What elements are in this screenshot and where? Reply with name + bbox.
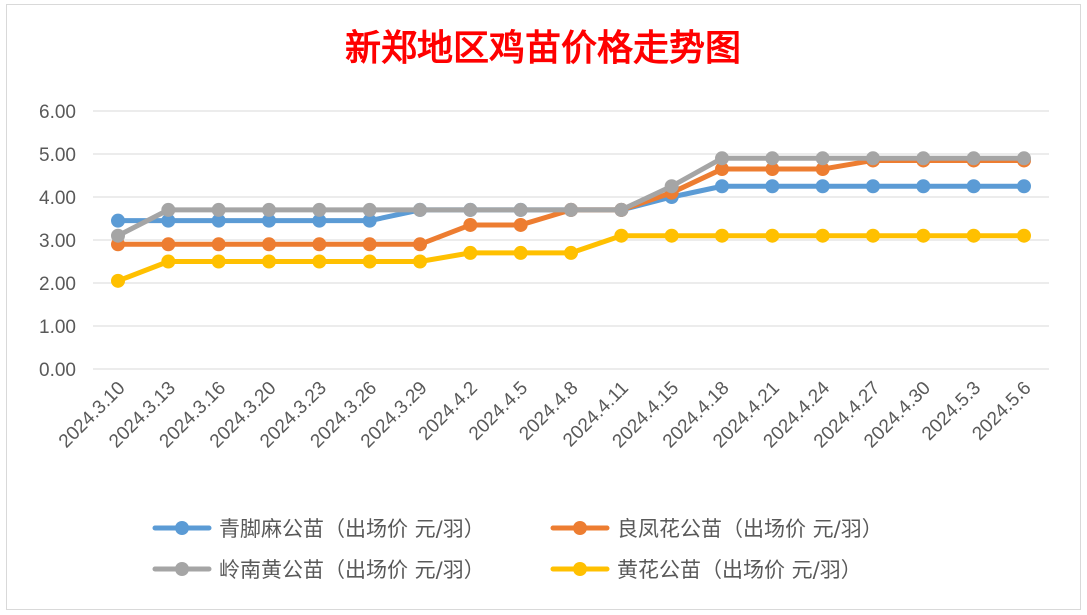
- data-point: [463, 217, 478, 232]
- data-point: [815, 228, 830, 243]
- data-point: [362, 237, 377, 252]
- data-point: [866, 228, 880, 243]
- data-point: [916, 228, 931, 243]
- data-point: [966, 228, 981, 243]
- data-point: [815, 179, 830, 194]
- data-point: [111, 273, 125, 288]
- data-point: [312, 213, 327, 228]
- legend-label: 岭南黄公苗（出场价 元/羽）: [219, 558, 485, 582]
- data-point: [1017, 151, 1031, 166]
- data-point: [815, 151, 830, 166]
- legend: 青脚麻公苗（出场价 元/羽） 良凤花公苗（出场价 元/羽） 岭南黄公苗（出场价 元/…: [152, 517, 883, 582]
- data-point: [362, 213, 377, 228]
- data-point: [614, 228, 629, 243]
- y-tick-label: 1.00: [39, 317, 76, 338]
- data-point: [111, 213, 125, 228]
- legend-item: 良凤花公苗（出场价 元/羽）: [550, 517, 883, 541]
- legend-label: 良凤花公苗（出场价 元/羽）: [617, 517, 883, 541]
- gridlines: [93, 110, 1049, 370]
- series-4: [111, 228, 1031, 288]
- data-point: [866, 151, 880, 166]
- data-point: [262, 213, 276, 228]
- data-point: [413, 254, 427, 269]
- data-point: [966, 151, 981, 166]
- data-point: [413, 237, 427, 252]
- data-point: [765, 162, 780, 177]
- chart-frame: [6, 4, 1081, 610]
- data-point: [362, 202, 377, 217]
- data-point: [211, 202, 226, 217]
- data-point: [815, 162, 830, 177]
- data-point: [111, 228, 125, 243]
- data-point: [513, 217, 528, 232]
- data-point: [866, 179, 880, 194]
- legend-item: 岭南黄公苗（出场价 元/羽）: [152, 558, 485, 582]
- y-tick-label: 3.00: [39, 231, 76, 252]
- data-point: [312, 254, 327, 269]
- data-point: [1017, 179, 1031, 194]
- data-point: [463, 202, 478, 217]
- data-point: [916, 179, 931, 194]
- legend-item: 黄花公苗（出场价 元/羽）: [550, 558, 862, 582]
- y-tick-label: 2.00: [39, 274, 76, 295]
- data-point: [262, 254, 276, 269]
- data-point: [916, 151, 931, 166]
- data-point: [664, 179, 679, 194]
- y-axis: 0.00 1.00 2.00 3.00 4.00 5.00 6.00: [39, 102, 76, 381]
- data-point: [715, 228, 729, 243]
- data-point: [564, 245, 578, 260]
- data-point: [966, 179, 981, 194]
- data-point: [614, 202, 629, 217]
- legend-label: 青脚麻公苗（出场价 元/羽）: [219, 517, 485, 541]
- data-point: [262, 237, 276, 252]
- data-point: [765, 151, 780, 166]
- data-point: [715, 162, 729, 177]
- data-point: [312, 202, 327, 217]
- data-point: [513, 202, 528, 217]
- y-tick-label: 4.00: [39, 188, 76, 209]
- data-point: [513, 245, 528, 260]
- data-point: [362, 254, 377, 269]
- data-point: [715, 151, 729, 166]
- data-point: [765, 179, 780, 194]
- data-point: [211, 254, 226, 269]
- data-point: [715, 179, 729, 194]
- data-point: [161, 254, 176, 269]
- series-3: [111, 151, 1031, 243]
- y-tick-label: 0.00: [39, 360, 76, 381]
- chart-title: 新郑地区鸡苗价格走势图: [345, 27, 741, 69]
- data-point: [413, 202, 427, 217]
- y-tick-label: 6.00: [39, 102, 76, 123]
- data-point: [463, 245, 478, 260]
- data-point: [161, 213, 176, 228]
- legend-label: 黄花公苗（出场价 元/羽）: [617, 558, 862, 582]
- legend-swatch-marker: [573, 562, 587, 576]
- data-point: [765, 228, 780, 243]
- data-point: [312, 237, 327, 252]
- data-point: [161, 202, 176, 217]
- y-tick-label: 5.00: [39, 145, 76, 166]
- series-layer: [111, 151, 1031, 288]
- data-point: [262, 202, 276, 217]
- data-point: [564, 202, 578, 217]
- data-point: [664, 228, 679, 243]
- data-point: [211, 213, 226, 228]
- legend-swatch-marker: [175, 521, 189, 535]
- data-point: [161, 237, 176, 252]
- legend-item: 青脚麻公苗（出场价 元/羽）: [152, 517, 485, 541]
- data-point: [211, 237, 226, 252]
- legend-swatch-marker: [573, 521, 587, 535]
- data-point: [1017, 228, 1031, 243]
- legend-swatch-marker: [175, 562, 189, 576]
